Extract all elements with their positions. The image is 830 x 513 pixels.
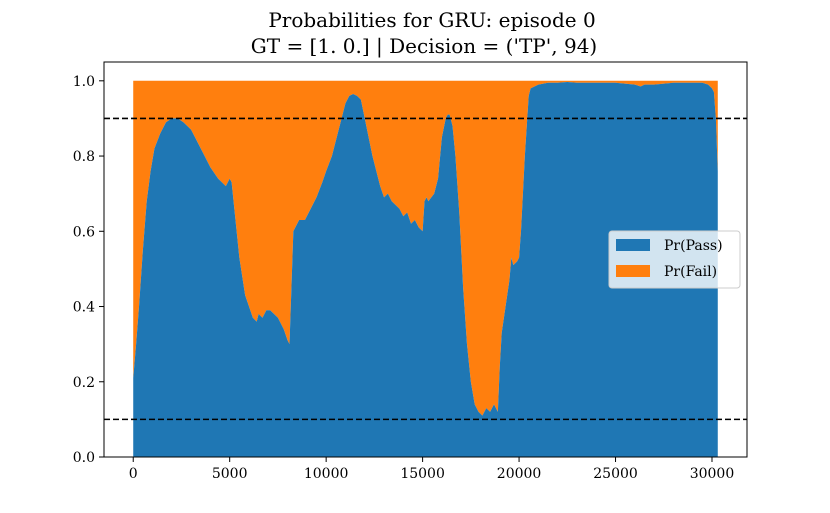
y-tick-label: 0.6 [73, 224, 95, 240]
chart-title: Probabilities for GRU: episode 0 [268, 8, 595, 32]
chart-subtitle: GT = [1. 0.] | Decision = ('TP', 94) [251, 34, 597, 59]
legend-swatch-pr-fail [616, 265, 650, 277]
x-tick-label: 30000 [690, 466, 735, 482]
y-tick-label: 0.0 [73, 450, 95, 466]
axes-frame [103, 61, 748, 458]
series-area-pr-fail [133, 80, 718, 416]
x-tick-label: 0 [129, 466, 138, 482]
threshold-lines [104, 117, 747, 421]
plot-area: 0 5000 10000 15000 20000 25000 30000 0.0 0.2 0.4… [73, 61, 748, 482]
legend-swatch-pr-pass [616, 239, 650, 251]
x-tick-label: 20000 [497, 466, 542, 482]
x-axis: 0 5000 10000 15000 20000 25000 30000 [129, 457, 734, 482]
series-area-pr-pass [133, 81, 718, 457]
y-tick-label: 0.2 [73, 375, 95, 391]
x-tick-label: 15000 [400, 466, 445, 482]
y-tick-label: 0.8 [73, 149, 95, 165]
y-axis: 0.0 0.2 0.4 0.6 0.8 1.0 [73, 74, 104, 466]
legend-label-pr-fail: Pr(Fail) [664, 264, 717, 280]
y-tick-label: 1.0 [73, 74, 95, 90]
x-tick-label: 10000 [304, 466, 349, 482]
x-tick-label: 5000 [212, 466, 248, 482]
legend: Pr(Pass) Pr(Fail) [608, 230, 741, 289]
y-tick-label: 0.4 [73, 300, 95, 316]
x-tick-label: 25000 [593, 466, 638, 482]
legend-label-pr-pass: Pr(Pass) [664, 238, 723, 254]
